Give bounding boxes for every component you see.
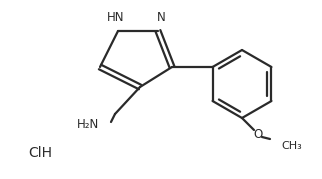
Text: O: O (253, 127, 263, 141)
Text: CH₃: CH₃ (281, 141, 302, 151)
Text: H₂N: H₂N (77, 117, 99, 130)
Text: N: N (156, 11, 166, 24)
Text: ClH: ClH (28, 146, 52, 160)
Text: HN: HN (107, 11, 125, 24)
